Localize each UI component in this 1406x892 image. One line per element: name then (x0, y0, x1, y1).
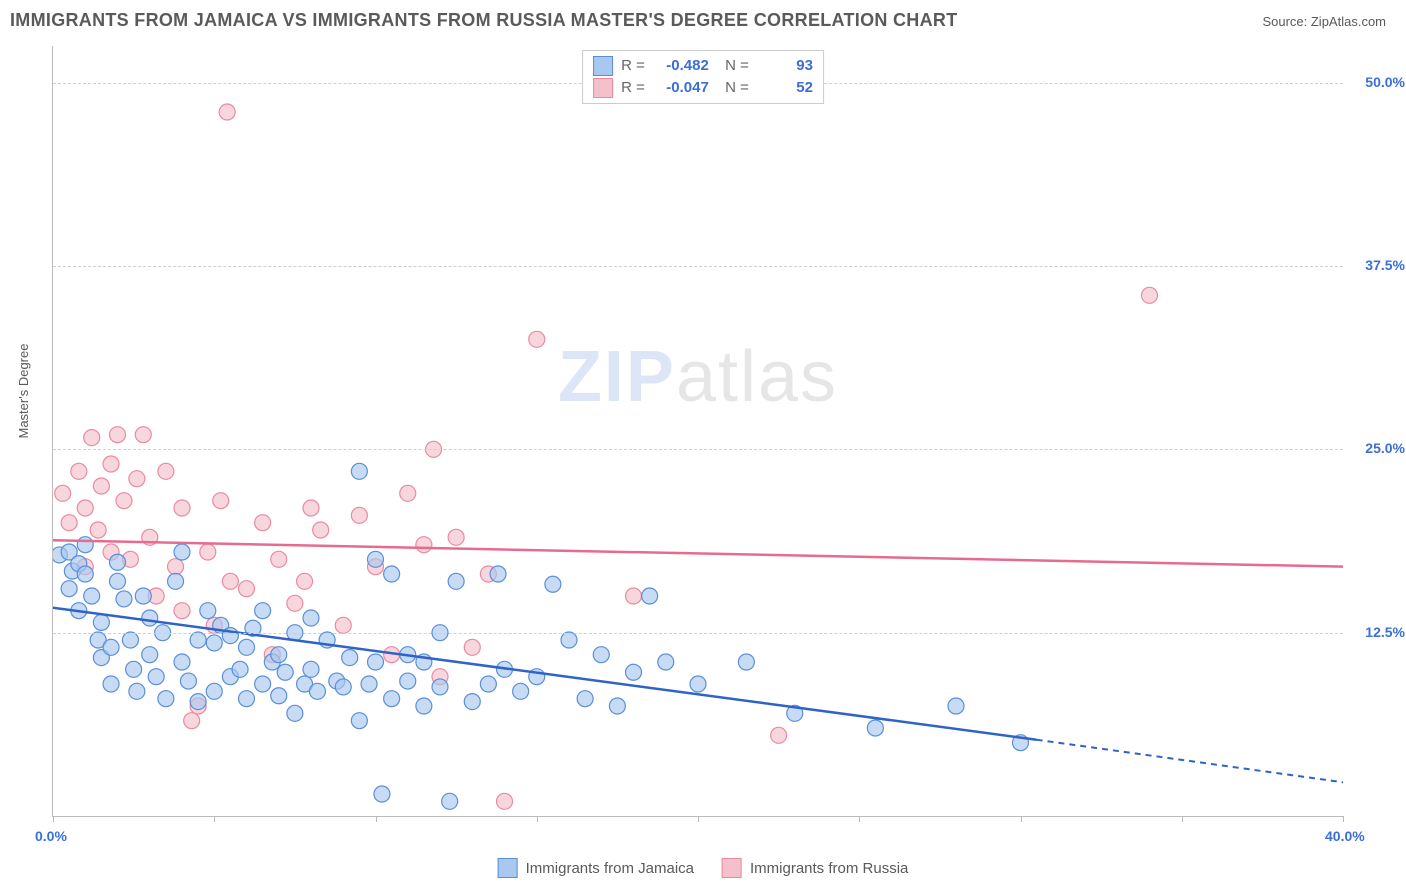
swatch-jamaica (593, 56, 613, 76)
n-label: N = (717, 77, 749, 99)
swatch-jamaica-icon (498, 858, 518, 878)
plot-area: ZIPatlas 12.5%25.0%37.5%50.0%0.0%40.0% (52, 46, 1343, 817)
chart-title: IMMIGRANTS FROM JAMAICA VS IMMIGRANTS FR… (10, 10, 958, 31)
y-tick-label: 25.0% (1365, 440, 1405, 456)
x-tick-label: 40.0% (1325, 828, 1365, 844)
n-value-russia: 52 (757, 77, 813, 99)
legend-label-jamaica: Immigrants from Jamaica (526, 860, 694, 877)
correlation-legend: R = -0.482 N = 93 R = -0.047 N = 52 (582, 50, 824, 104)
r-label: R = (621, 77, 645, 99)
legend-row-jamaica: R = -0.482 N = 93 (593, 55, 813, 77)
y-tick-label: 12.5% (1365, 624, 1405, 640)
legend-item-jamaica: Immigrants from Jamaica (498, 858, 694, 878)
series-legend: Immigrants from Jamaica Immigrants from … (498, 858, 909, 878)
legend-row-russia: R = -0.047 N = 52 (593, 77, 813, 99)
y-tick-label: 50.0% (1365, 74, 1405, 90)
legend-label-russia: Immigrants from Russia (750, 860, 908, 877)
y-axis-label: Master's Degree (16, 344, 31, 439)
n-label: N = (717, 55, 749, 77)
source-attribution: Source: ZipAtlas.com (1262, 14, 1386, 29)
legend-item-russia: Immigrants from Russia (722, 858, 908, 878)
r-value-russia: -0.047 (653, 77, 709, 99)
r-label: R = (621, 55, 645, 77)
swatch-russia (593, 78, 613, 98)
chart-svg (53, 46, 1343, 816)
x-tick-label: 0.0% (35, 828, 67, 844)
n-value-jamaica: 93 (757, 55, 813, 77)
y-tick-label: 37.5% (1365, 257, 1405, 273)
r-value-jamaica: -0.482 (653, 55, 709, 77)
swatch-russia-icon (722, 858, 742, 878)
